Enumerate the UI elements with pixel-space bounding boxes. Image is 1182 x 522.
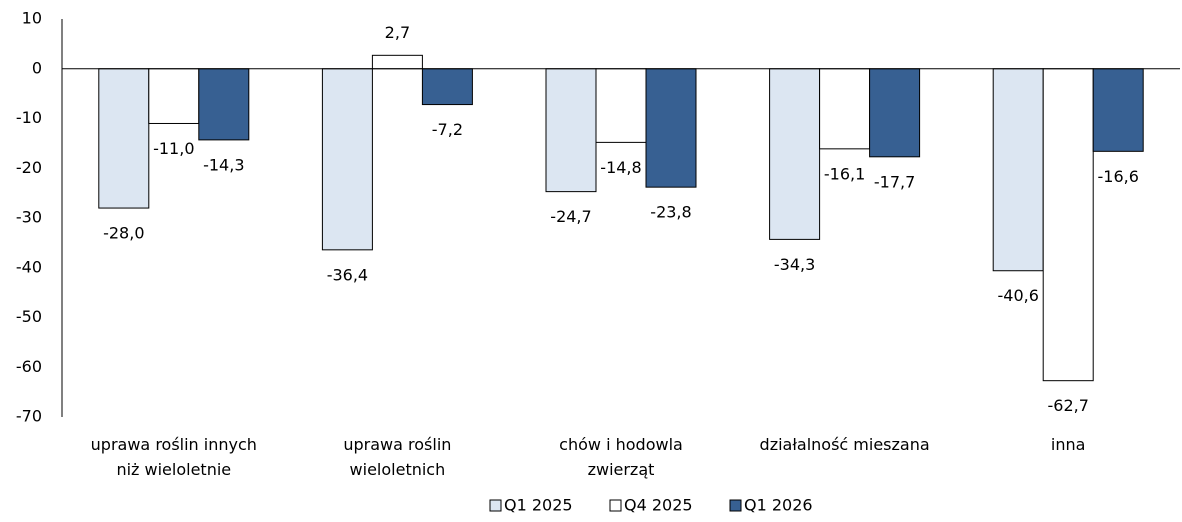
bar	[371, 54, 423, 70]
value-label: -62,7	[1047, 396, 1088, 415]
bar	[992, 68, 1044, 272]
bar	[98, 68, 150, 209]
bar	[645, 68, 697, 188]
bar	[148, 68, 200, 124]
x-tick-label: uprawa roślin innych niż wieloletnie	[91, 435, 257, 479]
x-tick-label: działalność mieszana	[760, 435, 930, 454]
legend-label: Q4 2025	[624, 496, 693, 515]
bar	[421, 68, 473, 106]
y-tick-label: -70	[16, 407, 42, 426]
y-tick-label: -60	[16, 357, 42, 376]
legend-swatch	[729, 499, 742, 512]
legend-swatch	[609, 499, 622, 512]
value-label: -14,8	[600, 158, 641, 177]
bar	[595, 68, 647, 143]
bar	[819, 68, 871, 150]
value-label: -40,6	[997, 286, 1038, 305]
value-label: -16,6	[1097, 167, 1138, 186]
value-label: -34,3	[774, 255, 815, 274]
bar	[769, 68, 821, 240]
value-label: -14,3	[203, 155, 244, 174]
y-tick-label: -10	[16, 108, 42, 127]
x-tick-label: chów i hodowla zwierząt	[559, 435, 683, 479]
legend-swatch	[489, 499, 502, 512]
bar	[321, 68, 373, 251]
bar	[869, 68, 921, 158]
legend-label: Q1 2025	[504, 496, 573, 515]
y-tick-label: -20	[16, 158, 42, 177]
value-label: -24,7	[550, 207, 591, 226]
bar	[1042, 68, 1094, 382]
y-tick-label: -40	[16, 257, 42, 276]
y-tick-label: 0	[32, 58, 42, 77]
bar	[198, 68, 250, 141]
value-label: -11,0	[153, 139, 194, 158]
x-tick-label: uprawa roślin wieloletnich	[343, 435, 451, 479]
value-label: -23,8	[650, 203, 691, 222]
value-label: -17,7	[874, 172, 915, 191]
value-label: -28,0	[103, 224, 144, 243]
y-tick-label: -30	[16, 208, 42, 227]
x-tick-label: inna	[1051, 435, 1086, 454]
value-label: -36,4	[327, 265, 368, 284]
bar	[545, 68, 597, 193]
y-tick-label: 10	[22, 9, 42, 28]
value-label: 2,7	[385, 23, 410, 42]
legend-label: Q1 2026	[744, 496, 813, 515]
bar	[1092, 68, 1144, 152]
value-label: -7,2	[432, 120, 463, 139]
y-tick-label: -50	[16, 307, 42, 326]
value-label: -16,1	[824, 164, 865, 183]
